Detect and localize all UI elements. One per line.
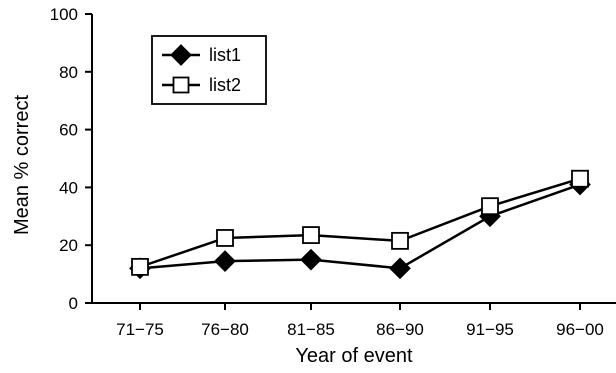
- data-point-list1: [214, 250, 236, 272]
- x-tick-label: 91−95: [466, 320, 514, 339]
- legend-marker-list1: [170, 44, 192, 66]
- series-layer: [129, 169, 591, 280]
- data-point-list2: [481, 197, 499, 216]
- y-axis-title: Mean % correct: [11, 95, 33, 235]
- legend-box: [151, 35, 267, 105]
- data-point-list2: [302, 226, 320, 244]
- legend-label-list1: list1: [209, 45, 241, 65]
- series-line-list1: [139, 183, 581, 270]
- series-line-list2: [139, 177, 581, 269]
- axes: [91, 14, 616, 304]
- data-point-list2: [571, 169, 589, 188]
- x-tick-label: 96−00: [556, 320, 604, 339]
- x-tick-label: 86−90: [376, 320, 424, 339]
- x-tick-label: 81−85: [287, 320, 335, 339]
- y-tick-label: 0: [69, 294, 78, 313]
- data-point-list1: [389, 257, 411, 280]
- y-tick-label: 60: [59, 121, 78, 140]
- y-tick-label: 20: [59, 236, 78, 255]
- x-tick-label: 71−75: [116, 320, 164, 339]
- y-tick-label: 80: [59, 63, 78, 82]
- y-tick-label: 100: [50, 5, 78, 24]
- y-ticks: 0 20 40 60 80 100: [50, 5, 92, 313]
- x-axis-title: Year of event: [295, 345, 413, 367]
- data-point-list1: [300, 248, 322, 271]
- data-point-list2: [391, 231, 409, 250]
- y-tick-label: 40: [59, 178, 78, 197]
- legend: list1 list2: [151, 35, 267, 105]
- x-tick-label: 76−80: [201, 320, 249, 339]
- data-point-list2: [131, 257, 149, 276]
- legend-marker-list2: [172, 76, 190, 94]
- data-point-list2: [216, 229, 234, 247]
- x-ticks: 71−75 76−80 81−85 86−90 91−95 96−00: [116, 303, 604, 339]
- legend-label-list2: list2: [209, 75, 241, 95]
